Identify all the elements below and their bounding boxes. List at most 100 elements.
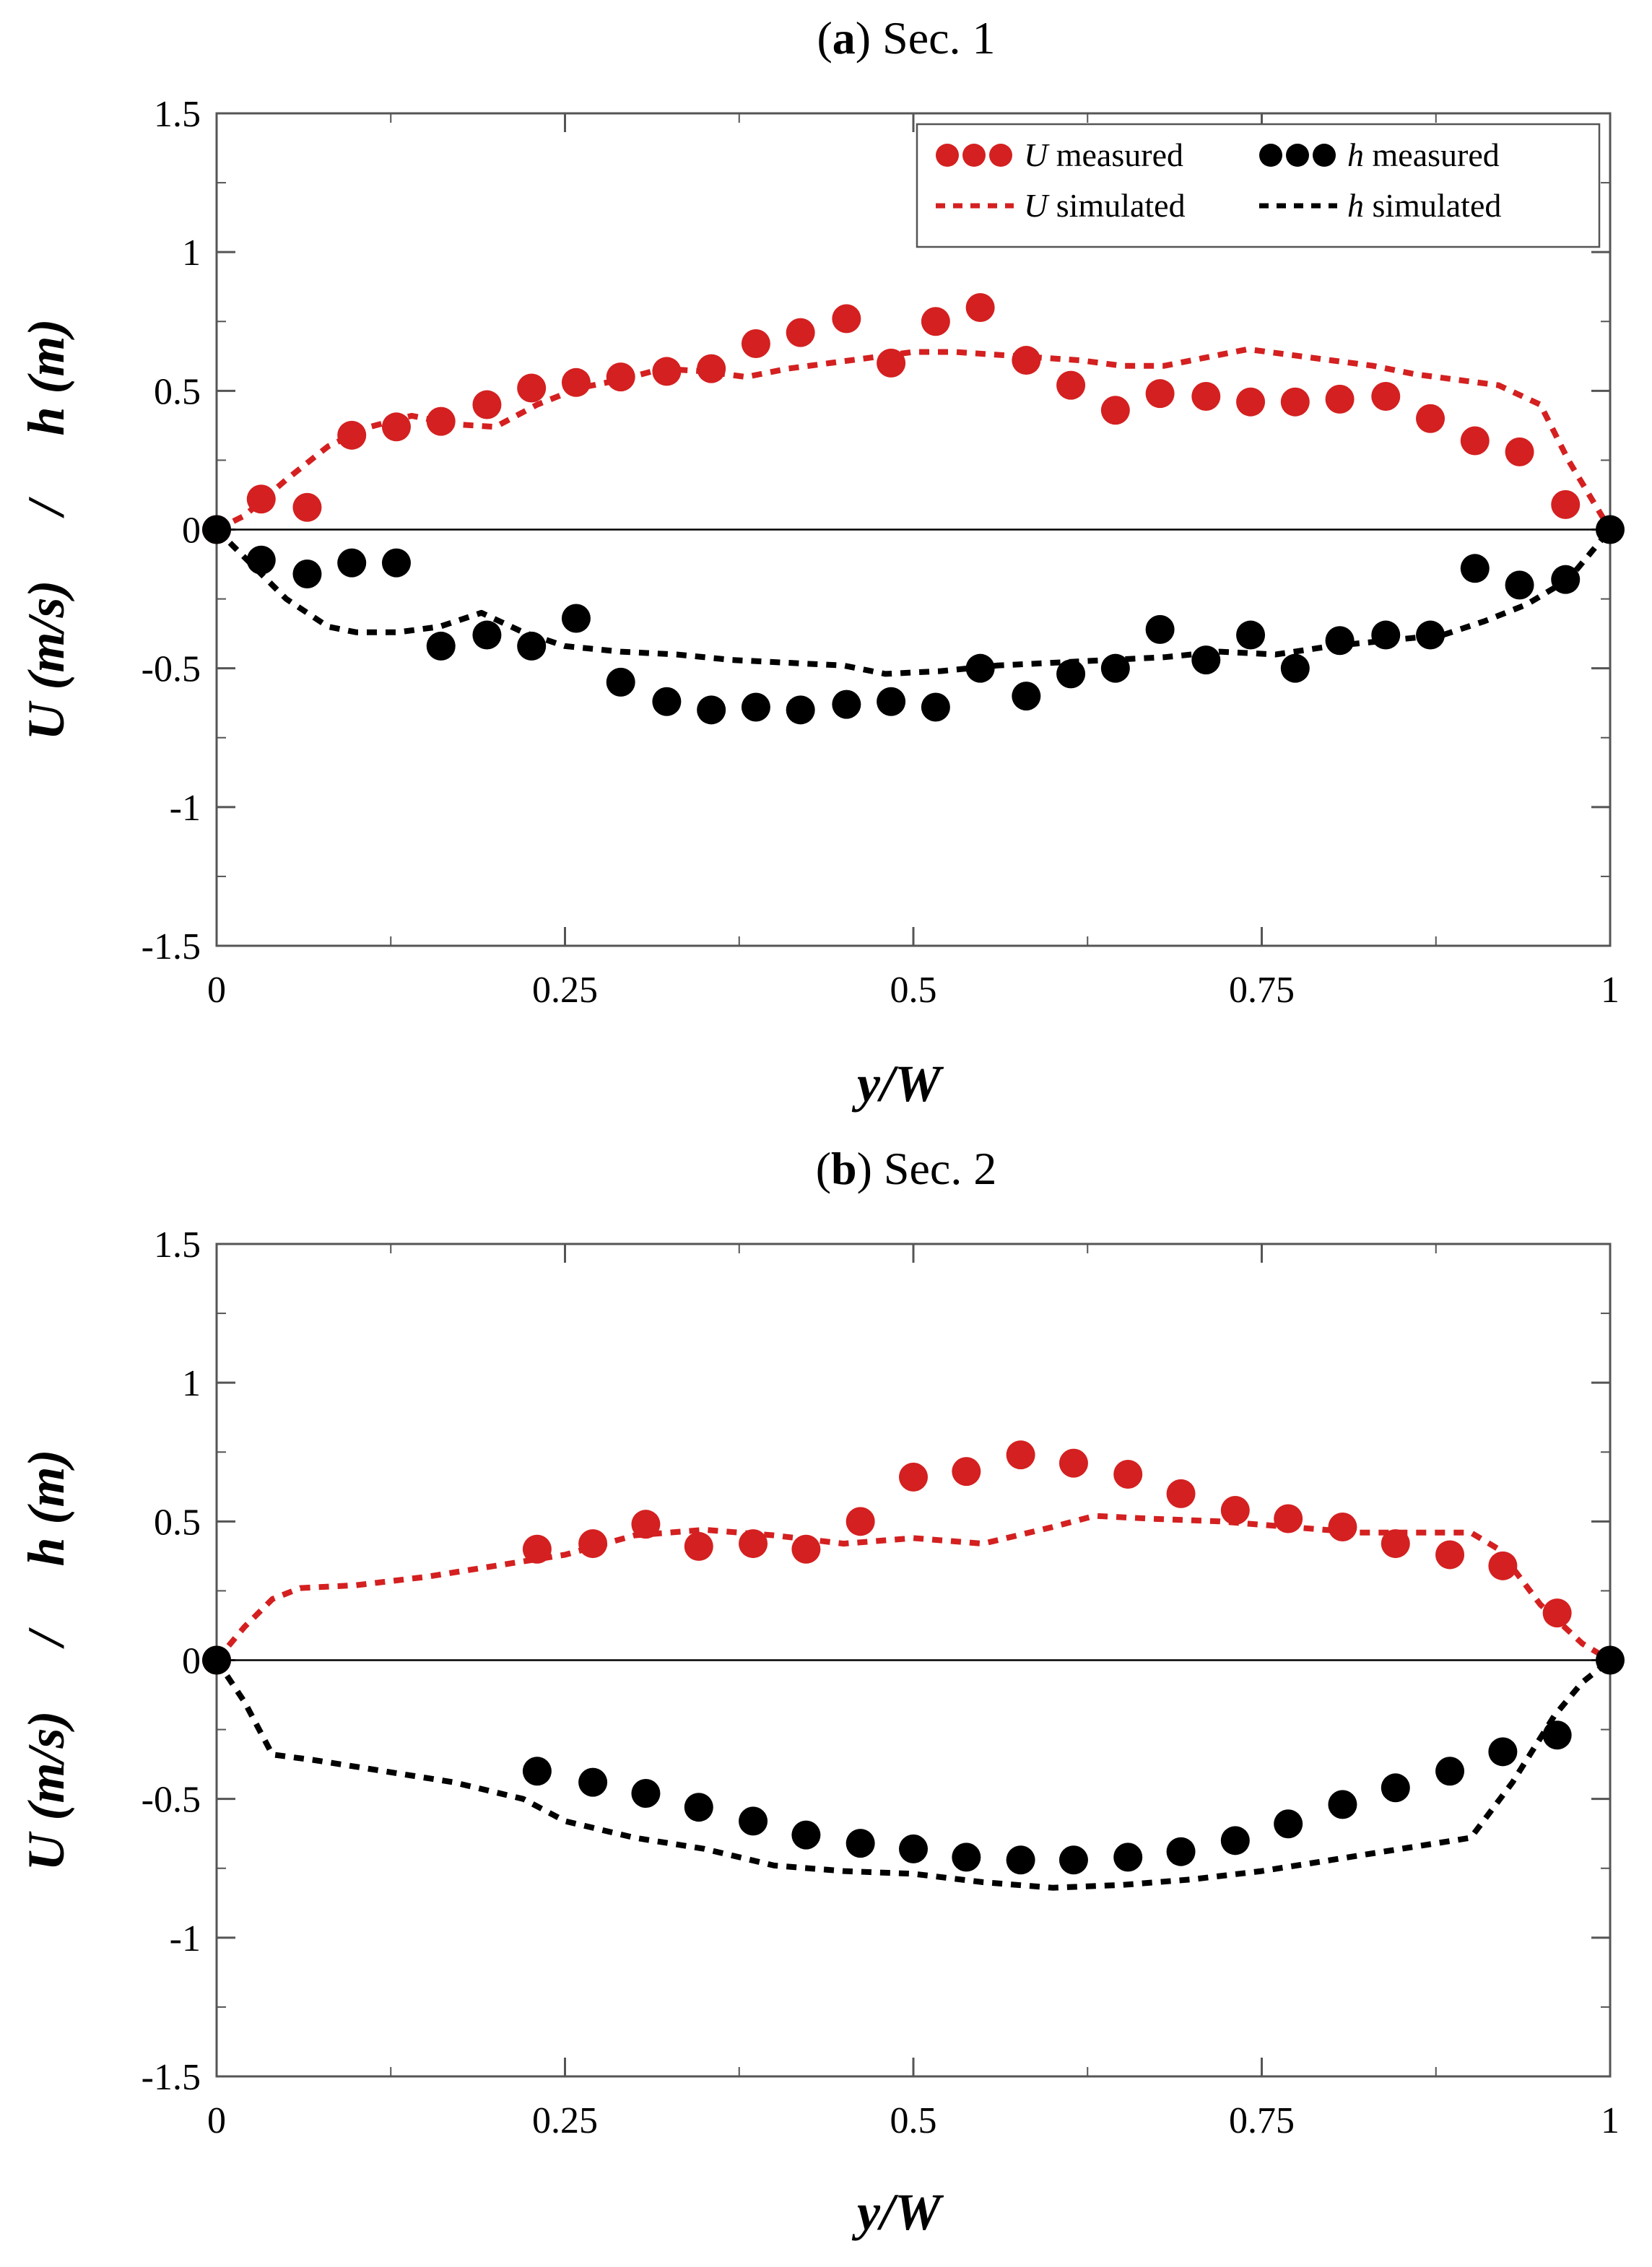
data-point (1328, 1790, 1357, 1819)
data-point (1145, 614, 1175, 644)
title-panel-letter: b (831, 1143, 857, 1194)
data-point (561, 367, 591, 397)
data-point (786, 695, 815, 725)
legend-marker (1286, 144, 1309, 167)
y-tick-label: -0.5 (142, 1780, 201, 1821)
x-axis-label: y/W (851, 1055, 944, 1113)
data-point (684, 1531, 713, 1561)
data-point (1191, 645, 1221, 675)
data-point (965, 653, 995, 683)
data-point (381, 548, 411, 578)
legend-variable: U (1024, 136, 1050, 173)
y-tick-label: 1 (182, 1363, 201, 1404)
data-point (1100, 396, 1130, 425)
data-point (292, 492, 322, 522)
data-point (1145, 379, 1175, 409)
y-tick-label: 1.5 (154, 1224, 201, 1266)
data-point (832, 689, 861, 719)
data-point (1416, 620, 1446, 650)
data-point (1274, 1809, 1303, 1839)
data-point (1328, 1513, 1357, 1542)
data-point (877, 687, 906, 716)
data-point (652, 687, 682, 716)
data-point (1236, 387, 1266, 417)
data-point (517, 631, 547, 661)
legend-entry-h-measured: h measured (1259, 136, 1500, 173)
legend-marker (936, 144, 959, 167)
legend-label: U simulated (1024, 187, 1186, 224)
data-point (832, 304, 861, 334)
data-point (381, 412, 411, 442)
title-paren-open: ( (816, 1143, 831, 1194)
legend-text: measured (1048, 136, 1183, 173)
x-tick-label: 0.25 (532, 970, 598, 1011)
data-point (522, 1757, 552, 1786)
data-point (1113, 1459, 1143, 1489)
chart-panel-a: (a) Sec. 11.510.50-0.5-1-1.50 0.25 0.5 0.75… (17, 12, 1625, 1113)
data-point (1488, 1737, 1518, 1767)
data-point (684, 1793, 713, 1822)
y-tick-label: -0.5 (142, 649, 201, 690)
data-point (1113, 1842, 1143, 1872)
legend-marker (1259, 144, 1282, 167)
data-point (246, 484, 276, 514)
x-tick-label: 0.5 (890, 2100, 937, 2141)
y-tick-label: -1.5 (142, 2057, 201, 2098)
data-point (1056, 370, 1086, 400)
data-point (1505, 437, 1534, 466)
legend-text: simulated (1048, 187, 1185, 224)
panels: (a) Sec. 11.510.50-0.5-1-1.50 0.25 0.5 0.75… (17, 12, 1625, 2241)
data-point (1416, 404, 1446, 433)
legend-variable: U (1024, 187, 1050, 224)
data-point (202, 1645, 231, 1675)
data-point (426, 631, 456, 661)
data-point (741, 692, 770, 722)
data-point (791, 1820, 821, 1850)
data-point (1551, 489, 1581, 519)
data-point (1191, 382, 1221, 412)
data-point (292, 559, 322, 588)
title-paren-close: ) (856, 12, 871, 64)
data-point (578, 1529, 608, 1559)
data-point (1505, 570, 1534, 600)
title-paren-open: ( (817, 12, 832, 64)
data-point (741, 328, 770, 358)
series-line-u-simulated (215, 346, 1613, 533)
x-tick-label: 0 (207, 970, 226, 1011)
x-tick-label: 1 (1601, 2100, 1620, 2141)
data-point (1220, 1826, 1250, 1855)
data-point (1542, 1598, 1572, 1628)
data-point (1325, 626, 1355, 656)
x-tick-label: 0 (207, 2100, 226, 2141)
x-tick-label: 0.5 (890, 970, 937, 1011)
x-tick-label: 1 (1601, 970, 1620, 1011)
data-point (561, 604, 591, 633)
y-tick-label: 0 (182, 1641, 201, 1682)
data-point (1220, 1495, 1250, 1525)
data-point (426, 406, 456, 436)
y-tick-label: 1 (182, 232, 201, 274)
legend-text: measured (1364, 136, 1500, 173)
title-section: Sec. 2 (872, 1143, 996, 1194)
y-tick-label: 0 (182, 510, 201, 552)
data-point (337, 420, 367, 450)
data-point (246, 545, 276, 575)
data-point (1166, 1479, 1196, 1508)
data-point (1460, 554, 1490, 583)
data-point (1058, 1448, 1088, 1478)
data-point (1280, 653, 1310, 683)
series-markers-h-measured (202, 515, 1625, 725)
chart-title: (b) Sec. 2 (816, 1143, 997, 1194)
data-point (1435, 1757, 1465, 1786)
data-point (578, 1767, 608, 1797)
data-point (202, 515, 231, 544)
title-section: Sec. 1 (871, 12, 995, 64)
data-point (1100, 653, 1130, 683)
data-point (697, 354, 726, 383)
data-point (1056, 659, 1086, 689)
series-markers-h-measured (202, 1645, 1625, 1875)
data-point (1012, 682, 1041, 711)
data-point (1280, 387, 1310, 417)
legend-entry-u-measured: U measured (936, 136, 1183, 173)
